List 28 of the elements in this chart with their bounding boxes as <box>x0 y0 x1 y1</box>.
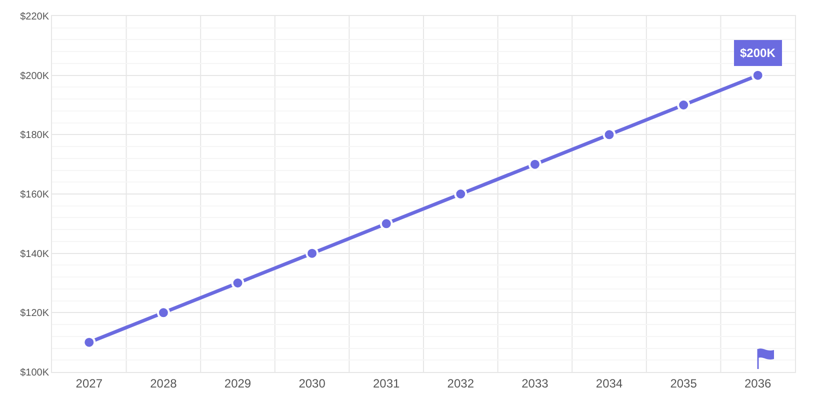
y-tick-label: $200K <box>20 70 50 82</box>
point <box>602 128 616 142</box>
annotation: $200K <box>740 46 776 60</box>
x-tick-label: 2028 <box>150 376 178 390</box>
y-tick-label: $120K <box>20 308 50 320</box>
point <box>454 188 468 200</box>
x-tick-label: 2029 <box>224 376 252 390</box>
x-tick-label: 2035 <box>670 376 698 390</box>
x-tick-label: 2036 <box>744 376 772 390</box>
point <box>751 68 764 82</box>
point <box>231 276 244 290</box>
point <box>528 158 542 171</box>
point <box>306 246 319 260</box>
y-tick-label: $160K <box>20 190 50 200</box>
y-tick-label: $140K <box>20 248 50 260</box>
y-tick-label: $180K <box>20 130 50 142</box>
x-tick-label: 2033 <box>522 376 549 390</box>
y-tick-label: $100K <box>20 368 50 378</box>
x-tick-label: 2030 <box>298 376 326 390</box>
point <box>380 217 393 230</box>
x-tick-label: 2031 <box>373 376 400 390</box>
x-tick-label: 2032 <box>447 376 474 390</box>
x-tick-label: 2027 <box>76 376 103 390</box>
x-tick-label: 2034 <box>596 376 623 390</box>
y-tick-label: $220K <box>20 12 50 22</box>
point <box>156 306 170 320</box>
point <box>677 98 690 112</box>
point <box>82 336 96 349</box>
